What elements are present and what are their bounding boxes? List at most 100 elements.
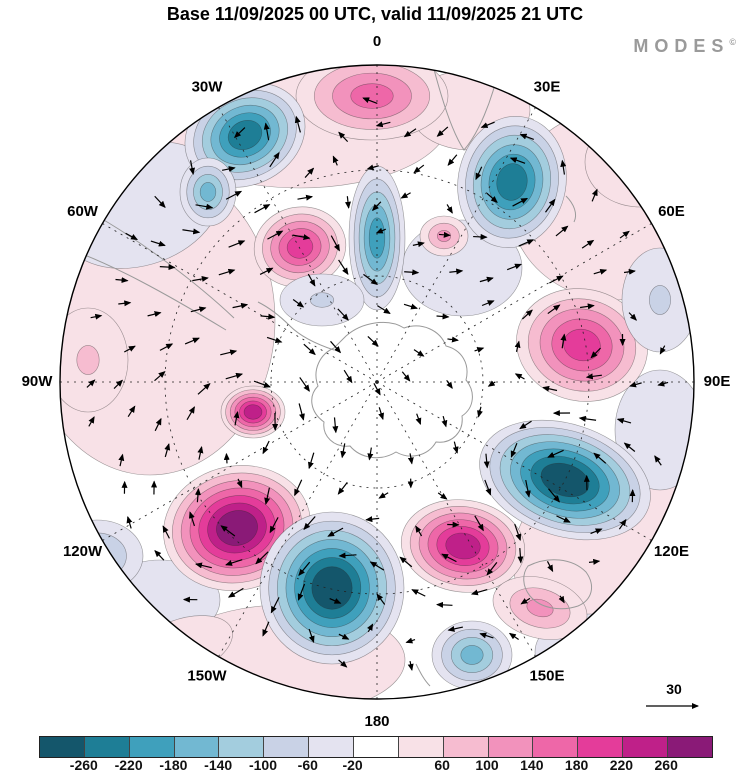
wind-arrow [225,190,243,200]
wind-arrow [303,343,316,356]
longitude-label: 60W [67,203,99,220]
wind-arrow [197,383,211,395]
wind-arrow [437,492,448,500]
wind-arrow [447,336,459,343]
colorbar-swatch [264,737,310,757]
wind-arrow [542,385,558,392]
colorbar-swatch [40,737,85,757]
wind-arrow [558,595,565,604]
colorbar-tick-label: -140 [204,757,233,773]
wind-arrow [90,313,103,320]
wind-arrow [375,121,391,128]
colorbar-tick-label: 140 [520,757,544,773]
colorbar-tick-label: 260 [654,757,678,773]
wind-arrow [588,558,601,565]
wind-arrow [514,373,525,380]
map-boundary-circle [59,64,695,700]
wind-arrow [307,273,316,287]
wind-arrow [411,589,426,597]
wind-arrow [367,447,374,461]
wind-arrow [125,232,138,241]
wind-arrow [345,196,351,209]
colorbar-swatch [309,737,355,757]
wind-arrow [654,455,662,466]
wind-arrow [403,303,419,310]
wind-arrow [590,528,603,535]
colorbar-swatch [219,737,265,757]
coastline-path [89,211,235,319]
wind-arrow [294,115,301,133]
wind-arrow [518,239,535,247]
wind-arrow [338,131,349,143]
anomaly-contour [574,641,606,663]
wind-arrow [521,309,533,320]
wind-arrow [115,277,129,284]
anomaly-fill-layer [60,65,694,699]
wind-arrow [446,204,453,214]
wind-arrow [221,166,236,172]
wind-arrow [254,204,271,214]
wind-arrow [154,417,162,432]
anomaly-contour [496,163,528,201]
wind-arrow [124,345,136,353]
wind-arrow [403,128,417,138]
wind-arrow [373,383,381,396]
wind-arrow [371,201,382,212]
wind-arrow [378,492,389,499]
wind-arrow [470,589,488,596]
wind-arrow [363,273,378,286]
anomaly-contour [649,285,671,315]
wind-arrow [337,308,349,321]
wind-arrow [188,511,196,527]
wind-arrow [236,478,243,489]
colorbar-tick-label: -60 [297,757,318,773]
wind-arrow [405,637,416,644]
wind-arrow [299,377,310,392]
wind-arrow [447,625,464,632]
colorbar-tick-label: 220 [609,757,634,773]
longitude-label: 150W [187,667,227,684]
wind-arrow [378,407,384,421]
wind-arrow [255,551,269,565]
colorbar-swatch [129,737,175,757]
wind-arrow [510,442,518,458]
wind-arrow [118,300,132,307]
wind-arrow [519,420,532,430]
longitude-label: 120E [654,543,689,560]
colorbar-tick-label: 60 [434,757,450,773]
wind-arrow [263,122,270,141]
wind-arrow [436,313,450,320]
colorbar-swatch [623,737,669,757]
wind-arrow [555,225,569,237]
wind-arrow [332,417,339,434]
wind-arrow [546,561,554,573]
wind-arrow [524,479,531,498]
wind-arrow [264,487,271,505]
anomaly-contour [216,510,258,546]
wind-arrow [367,335,379,347]
wind-arrow [508,632,519,641]
wind-arrow [479,276,494,283]
wind-arrow [449,268,464,275]
wind-arrow [303,516,316,531]
wind-arrow [194,487,201,503]
wind-arrow [404,269,420,276]
wind-arrow [164,443,171,458]
wind-arrow [340,443,347,459]
chart-title: Base 11/09/2025 00 UTC, valid 11/09/2025… [166,4,584,24]
colorbar-tick-label: 180 [564,757,589,773]
coastline-path [415,663,431,687]
wind-arrow [159,264,176,271]
wind-arrow [126,516,133,529]
wind-arrow [337,482,348,495]
brand-logo: MODES© [633,36,736,57]
wind-arrow [483,453,490,469]
wind-arrow [197,446,204,460]
wind-arrow [225,372,244,380]
vector-scale-label: 30 [666,681,682,697]
wind-arrow [154,549,165,561]
colorbar-swatch [84,737,130,757]
wind-arrow [452,441,459,454]
wind-arrow [474,515,484,532]
colorbar-tick-label: -260 [69,757,98,773]
